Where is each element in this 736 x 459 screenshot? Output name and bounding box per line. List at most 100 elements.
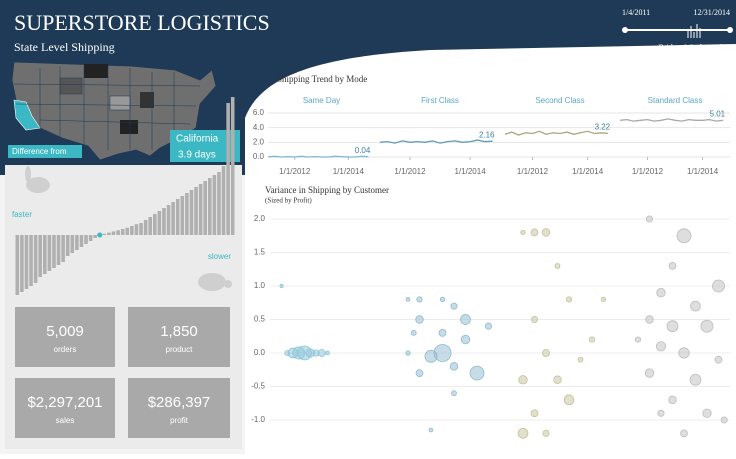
bar <box>120 229 125 235</box>
bar <box>166 205 171 235</box>
kpi-box <box>15 307 115 367</box>
bar <box>43 235 47 274</box>
bar <box>33 235 38 283</box>
bar <box>134 224 139 235</box>
slider-handle[interactable] <box>727 27 733 33</box>
bar <box>180 196 185 235</box>
scatter-point <box>460 334 471 345</box>
scatter-point <box>712 279 725 293</box>
panel-label: First Class <box>421 96 459 105</box>
date-end: 12/31/2014 <box>694 8 730 17</box>
bar <box>212 175 217 235</box>
scatter-point <box>657 409 665 417</box>
y-tick-label: 1.5 <box>254 248 266 257</box>
scatter-point <box>702 408 712 418</box>
scatter-point <box>563 394 575 406</box>
scatter-point <box>405 350 411 356</box>
kpi-label: product <box>166 345 193 354</box>
kpi-value: $286,397 <box>148 394 211 411</box>
scatter-point <box>666 320 679 333</box>
scatter-point <box>428 427 434 433</box>
x-tick-label: 1/1/2014 <box>455 167 487 176</box>
slider-handle[interactable] <box>622 27 628 33</box>
scatter-point <box>554 263 561 269</box>
kpi-value: 1,850 <box>160 323 198 340</box>
kpi-value: $2,297,201 <box>27 394 102 411</box>
scatter-point <box>449 362 459 371</box>
end-label: 2.16 <box>479 130 495 139</box>
difference-label: Difference from <box>12 147 67 156</box>
scatter-point <box>518 375 528 385</box>
bar <box>84 235 88 244</box>
end-label: 3.22 <box>595 122 611 131</box>
panel-label: Same Day <box>303 96 340 105</box>
trend-line <box>267 155 369 158</box>
scatter-point <box>317 349 326 357</box>
turtle-icon <box>198 273 232 291</box>
bar <box>171 202 175 235</box>
scatter-point <box>450 302 458 310</box>
scatter-point <box>577 356 584 363</box>
subtitle: State Level Shipping <box>14 40 115 54</box>
scatter-point <box>416 296 423 303</box>
bar <box>61 235 65 262</box>
scatter-point <box>600 296 607 303</box>
bar <box>162 208 166 235</box>
scatter-point <box>438 329 447 337</box>
scatter-point <box>469 365 485 381</box>
bar <box>230 97 235 235</box>
faster-label: faster <box>12 210 32 219</box>
bar <box>139 223 143 235</box>
scatter-point <box>541 228 551 237</box>
bar <box>52 235 56 268</box>
bar <box>208 178 212 235</box>
bar <box>56 235 61 265</box>
y-tick-label: 0.0 <box>253 152 265 161</box>
bar <box>47 235 52 271</box>
scatter-point <box>279 284 284 288</box>
scatter-point <box>553 375 562 384</box>
y-tick-label: 4.0 <box>253 123 265 132</box>
end-label: 5.01 <box>710 109 726 118</box>
bar <box>88 235 93 241</box>
bar <box>226 103 230 235</box>
scatter-point <box>284 350 291 356</box>
scatter-point <box>415 315 424 324</box>
bar <box>116 230 120 235</box>
bar <box>189 190 194 235</box>
scatter-point <box>655 341 667 352</box>
bar <box>198 184 203 235</box>
bar <box>157 211 162 235</box>
trend-line <box>379 139 493 144</box>
end-label: 0.04 <box>355 146 371 155</box>
y-tick-label: 2.0 <box>253 137 265 146</box>
bar <box>93 235 97 238</box>
scatter-point <box>689 373 702 386</box>
x-tick-label: 1/1/2014 <box>572 167 604 176</box>
bar <box>65 235 70 256</box>
scatter-point <box>668 395 677 405</box>
kpi-box <box>128 378 230 438</box>
bar <box>75 235 79 250</box>
title: SUPERSTORE LOGISTICS <box>14 10 270 35</box>
bar <box>153 214 157 235</box>
scatter-point <box>700 319 714 333</box>
scatter-point <box>676 228 692 244</box>
state-days: 3.9 days <box>178 150 216 161</box>
bar <box>221 166 226 235</box>
panel-label: Second Class <box>535 96 584 105</box>
x-tick-label: 1/1/2012 <box>279 167 311 176</box>
scatter-point <box>410 330 417 336</box>
scatter-point <box>542 429 550 437</box>
kpi-box <box>128 307 230 367</box>
bar <box>29 235 33 286</box>
scatter-point <box>460 314 471 325</box>
state-name: California <box>176 134 219 145</box>
scatter-point <box>634 336 642 343</box>
highlight-dot <box>97 232 103 238</box>
scatter-point <box>680 429 688 438</box>
x-tick-label: 1/1/2012 <box>632 167 664 176</box>
scatter-point <box>530 228 539 237</box>
x-tick-label: 1/1/2014 <box>333 167 365 176</box>
